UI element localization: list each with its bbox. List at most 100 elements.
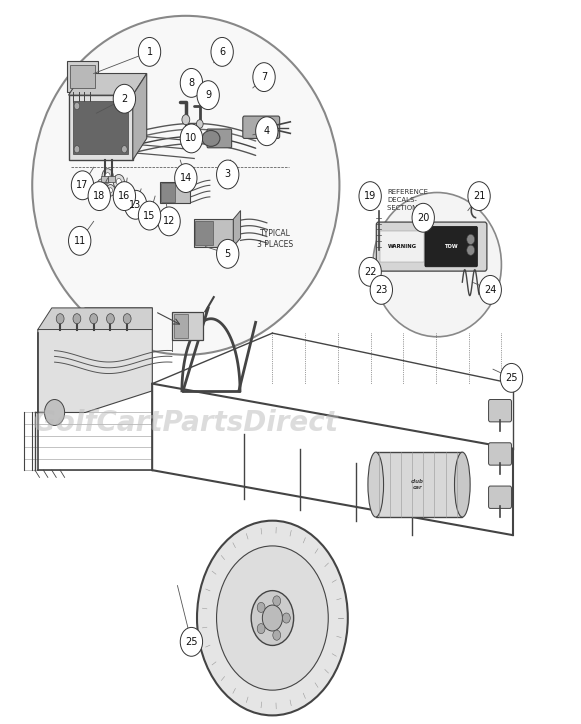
Circle shape: [217, 240, 239, 268]
Circle shape: [97, 179, 107, 192]
Circle shape: [257, 623, 265, 634]
Polygon shape: [133, 74, 147, 160]
Ellipse shape: [454, 452, 470, 517]
Circle shape: [106, 185, 115, 196]
FancyBboxPatch shape: [489, 443, 511, 465]
Text: 25: 25: [185, 637, 198, 647]
FancyBboxPatch shape: [194, 219, 234, 247]
FancyBboxPatch shape: [160, 182, 191, 203]
Circle shape: [89, 313, 98, 324]
Circle shape: [187, 127, 196, 138]
Circle shape: [251, 591, 293, 645]
Text: club
car: club car: [411, 479, 424, 490]
Text: 14: 14: [180, 173, 192, 183]
Text: TOW: TOW: [444, 244, 458, 249]
Circle shape: [217, 546, 328, 690]
Polygon shape: [38, 308, 152, 413]
Circle shape: [370, 275, 393, 304]
FancyBboxPatch shape: [102, 176, 108, 182]
FancyBboxPatch shape: [172, 311, 203, 340]
FancyBboxPatch shape: [174, 313, 188, 338]
Circle shape: [197, 80, 220, 109]
Circle shape: [412, 203, 435, 232]
Circle shape: [116, 178, 121, 185]
Circle shape: [479, 275, 501, 304]
Circle shape: [105, 173, 110, 179]
Text: 9: 9: [205, 90, 211, 100]
Text: 15: 15: [144, 211, 156, 221]
Circle shape: [102, 169, 113, 183]
FancyBboxPatch shape: [376, 452, 462, 517]
Circle shape: [123, 313, 131, 324]
Circle shape: [138, 201, 161, 230]
FancyBboxPatch shape: [70, 65, 95, 88]
Circle shape: [468, 182, 490, 211]
Circle shape: [73, 313, 81, 324]
Circle shape: [69, 227, 91, 256]
Circle shape: [121, 146, 127, 153]
Circle shape: [175, 164, 197, 193]
Text: 7: 7: [261, 72, 267, 82]
FancyBboxPatch shape: [489, 486, 511, 508]
Circle shape: [197, 521, 348, 715]
Circle shape: [124, 190, 147, 219]
Text: 20: 20: [417, 213, 429, 223]
FancyBboxPatch shape: [376, 222, 487, 271]
Polygon shape: [69, 74, 147, 95]
Text: 13: 13: [130, 200, 142, 210]
Circle shape: [467, 245, 475, 256]
Circle shape: [263, 605, 282, 631]
Text: 6: 6: [219, 47, 225, 57]
Text: 12: 12: [163, 216, 175, 227]
Circle shape: [359, 258, 381, 286]
FancyBboxPatch shape: [489, 400, 511, 422]
Circle shape: [257, 602, 265, 613]
Circle shape: [109, 188, 113, 193]
FancyBboxPatch shape: [73, 101, 128, 154]
Ellipse shape: [202, 130, 220, 146]
FancyBboxPatch shape: [161, 183, 175, 202]
Circle shape: [113, 182, 135, 211]
FancyBboxPatch shape: [108, 176, 115, 182]
Text: 19: 19: [364, 191, 376, 201]
Text: 16: 16: [119, 191, 131, 201]
Text: 5: 5: [225, 249, 231, 258]
Text: 1: 1: [146, 47, 153, 57]
Text: 11: 11: [74, 236, 86, 246]
Circle shape: [74, 146, 80, 153]
Circle shape: [71, 171, 94, 200]
Circle shape: [273, 630, 281, 640]
Circle shape: [180, 628, 203, 656]
Circle shape: [467, 235, 475, 245]
Polygon shape: [38, 308, 152, 329]
Circle shape: [100, 182, 105, 188]
Text: 25: 25: [505, 373, 518, 383]
Circle shape: [196, 119, 203, 128]
FancyBboxPatch shape: [195, 221, 213, 245]
Circle shape: [253, 63, 275, 91]
Circle shape: [182, 114, 190, 125]
Text: 17: 17: [76, 180, 89, 190]
Circle shape: [88, 182, 110, 211]
Text: GolfCartPartsDirect: GolfCartPartsDirect: [33, 409, 338, 437]
Ellipse shape: [368, 452, 383, 517]
Circle shape: [273, 596, 281, 606]
Text: REFERENCE
DECALS-
SECTION 8: REFERENCE DECALS- SECTION 8: [387, 189, 428, 211]
Circle shape: [113, 84, 135, 113]
Circle shape: [359, 182, 381, 211]
Ellipse shape: [373, 193, 501, 337]
Circle shape: [256, 117, 278, 146]
Circle shape: [56, 313, 64, 324]
Circle shape: [217, 160, 239, 189]
Text: 10: 10: [185, 133, 198, 143]
Text: 3: 3: [225, 169, 231, 180]
FancyBboxPatch shape: [207, 129, 232, 148]
Text: 22: 22: [364, 267, 376, 277]
Text: 8: 8: [188, 78, 195, 88]
Text: 24: 24: [484, 285, 496, 295]
Text: 4: 4: [264, 126, 270, 136]
FancyBboxPatch shape: [69, 95, 133, 160]
Circle shape: [180, 124, 203, 153]
Text: WARNING: WARNING: [388, 244, 417, 249]
FancyBboxPatch shape: [379, 231, 424, 263]
